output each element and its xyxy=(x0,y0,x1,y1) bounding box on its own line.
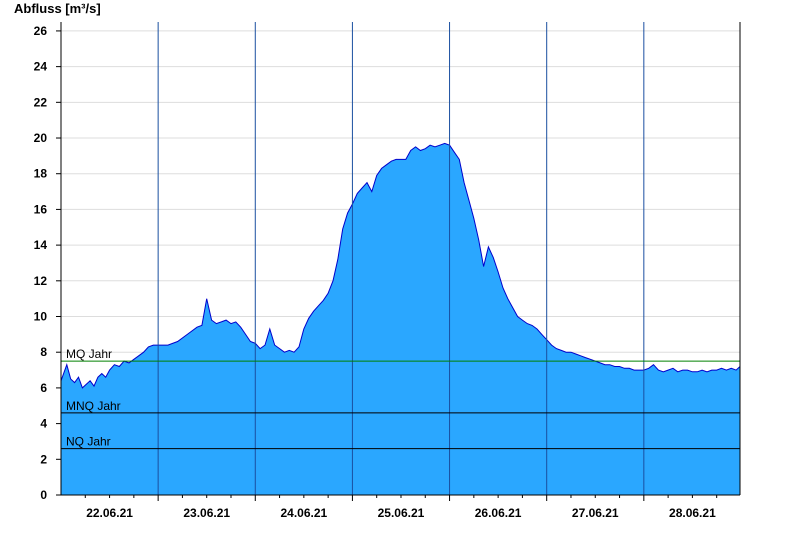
x-tick-label: 27.06.21 xyxy=(572,506,619,520)
y-tick-label: 24 xyxy=(34,60,48,74)
discharge-line xyxy=(60,142,741,389)
y-tick-label: 14 xyxy=(34,238,48,252)
x-tick-label: 24.06.21 xyxy=(280,506,327,520)
y-tick-label: 10 xyxy=(34,310,48,324)
x-tick-label: 25.06.21 xyxy=(378,506,425,520)
x-tick-label: 22.06.21 xyxy=(86,506,133,520)
reference-label: MNQ Jahr xyxy=(66,399,121,413)
x-tick-label: 23.06.21 xyxy=(183,506,230,520)
discharge-area xyxy=(61,143,740,495)
y-axis-title: Abfluss [m³/s] xyxy=(14,1,101,16)
y-tick-label: 12 xyxy=(34,274,48,288)
reference-label: MQ Jahr xyxy=(66,347,112,361)
y-tick-label: 16 xyxy=(34,202,48,216)
y-tick-label: 26 xyxy=(34,24,48,38)
y-tick-label: 6 xyxy=(40,381,47,395)
reference-lines: MQ Jahr MNQ Jahr NQ Jahr xyxy=(61,347,740,450)
y-tick-label: 2 xyxy=(40,452,47,466)
y-tick-label: 22 xyxy=(34,95,48,109)
x-tick-label: 28.06.21 xyxy=(669,506,716,520)
y-tick-label: 8 xyxy=(40,345,47,359)
y-tick-label: 4 xyxy=(40,417,47,431)
day-dividers xyxy=(157,22,645,495)
y-tick-label: 0 xyxy=(40,488,47,502)
reference-label: NQ Jahr xyxy=(66,435,111,449)
y-tick-label: 18 xyxy=(34,167,48,181)
x-tick-label: 26.06.21 xyxy=(475,506,522,520)
y-tick-label: 20 xyxy=(34,131,48,145)
